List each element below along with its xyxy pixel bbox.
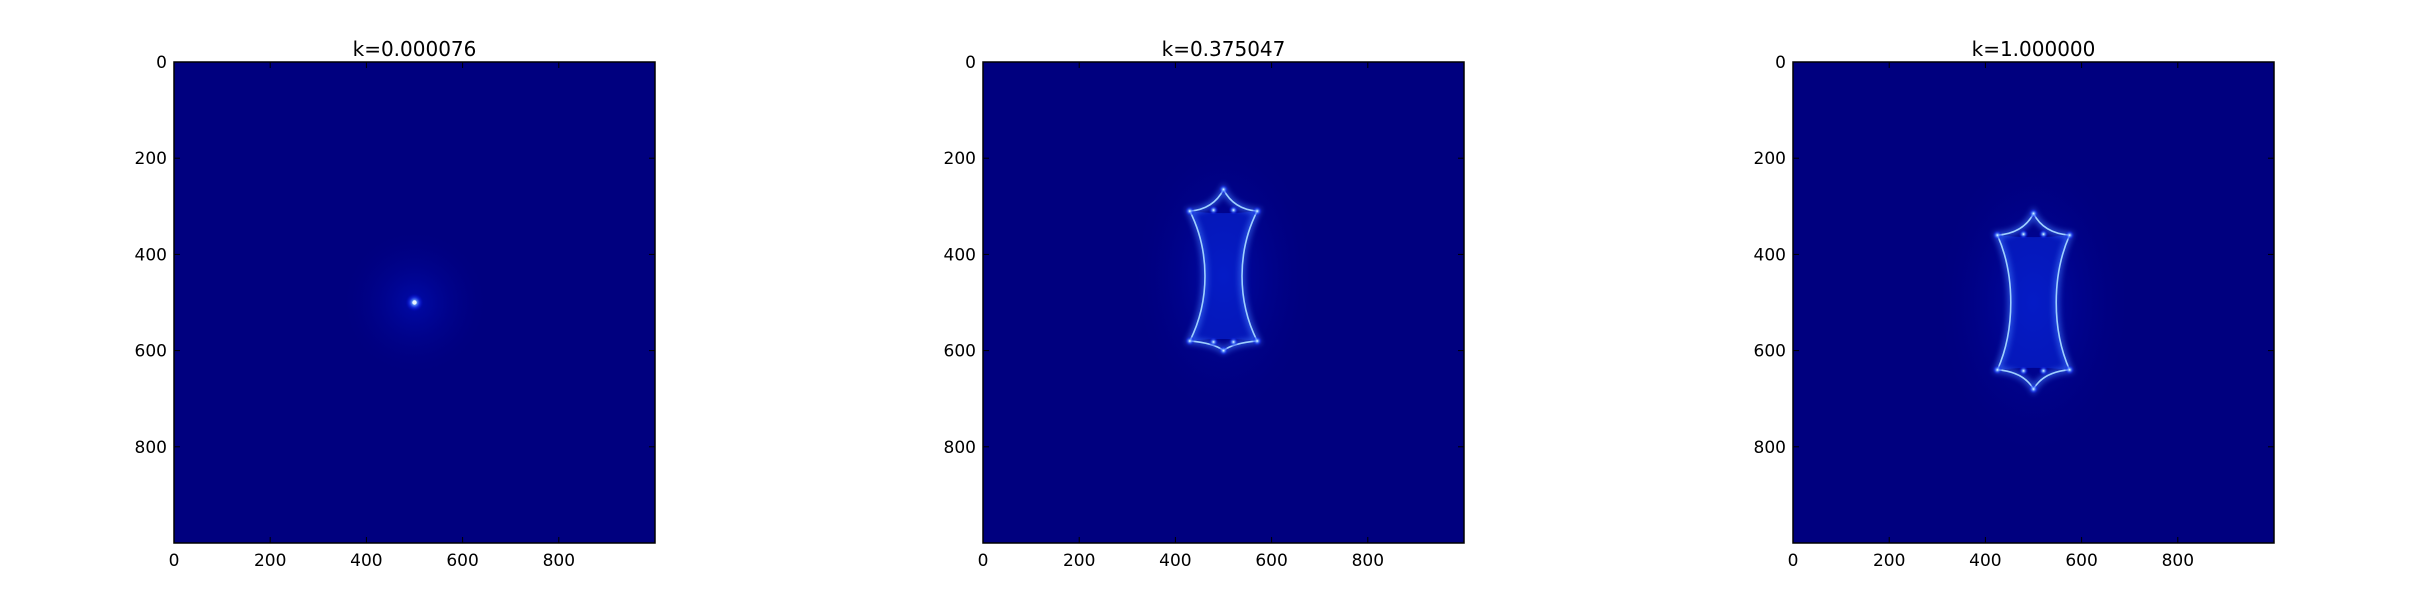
caustic-highlight [1992, 364, 2003, 375]
heatmap-image [1135, 139, 1312, 414]
caustic-highlight [2064, 230, 2075, 241]
caustic-highlight [2038, 365, 2049, 376]
heatmap-image [1939, 153, 2128, 452]
caustic-highlight [1228, 205, 1239, 216]
y-tick-label: 0 [156, 53, 167, 73]
x-tick-label: 800 [1352, 551, 1384, 571]
caustic-highlight [2028, 384, 2039, 395]
y-tick-label: 400 [135, 245, 167, 265]
x-tick-label: 400 [1969, 551, 2001, 571]
y-tick-label: 800 [1754, 438, 1786, 458]
x-tick-label: 600 [1255, 551, 1287, 571]
y-tick-label: 600 [944, 342, 976, 362]
caustic-highlight [2018, 365, 2029, 376]
axes-frame [173, 61, 656, 544]
x-tick-label: 400 [1159, 551, 1191, 571]
caustic-interior [1997, 235, 2070, 370]
panel-title: k=1.000000 [1972, 37, 2096, 61]
x-tick-label: 200 [254, 551, 286, 571]
x-tick-label: 800 [543, 551, 575, 571]
panel-3: 0 200 400 600 800 0 200 400 600 800 k=1.000000 [1754, 37, 2275, 571]
caustic-highlight [1184, 335, 1195, 346]
y-tick-label: 600 [135, 342, 167, 362]
y-tick-label: 200 [135, 149, 167, 169]
y-tick-label: 800 [135, 438, 167, 458]
caustic-highlight [1992, 230, 2003, 241]
axes-frame [1792, 61, 2275, 544]
x-tick-label: 600 [2065, 551, 2097, 571]
caustic-highlight [1218, 345, 1229, 356]
y-tick-label: 800 [944, 438, 976, 458]
x-tick-label: 0 [169, 551, 180, 571]
caustic-highlight [1218, 184, 1229, 195]
caustic-highlight [2038, 229, 2049, 240]
x-tick-label: 0 [978, 551, 989, 571]
heatmap-image [344, 232, 485, 373]
caustic-highlight [1252, 206, 1263, 217]
caustic-highlight [1208, 336, 1219, 347]
caustic-highlight [2018, 229, 2029, 240]
panel-1: 0 200 400 600 800 0 200 400 600 800 k=0.000076 [135, 37, 656, 571]
y-tick-label: 200 [1754, 149, 1786, 169]
x-tick-label: 400 [350, 551, 382, 571]
caustic-highlight [2064, 364, 2075, 375]
point-core [412, 300, 417, 305]
y-tick-label: 400 [944, 245, 976, 265]
caustic-highlight [2028, 208, 2039, 219]
y-tick-label: 0 [965, 53, 976, 73]
panel-title: k=0.000076 [353, 37, 477, 61]
panel-title: k=0.375047 [1162, 37, 1286, 61]
axes-frame [982, 61, 1465, 544]
y-tick-label: 200 [944, 149, 976, 169]
x-tick-label: 0 [1788, 551, 1799, 571]
y-tick-label: 600 [1754, 342, 1786, 362]
x-tick-label: 800 [2162, 551, 2194, 571]
x-tick-label: 200 [1873, 551, 1905, 571]
caustic-highlight [1228, 336, 1239, 347]
panel-2: 0 200 400 600 800 0 200 400 600 800 k=0.375047 [944, 37, 1465, 571]
y-tick-label: 400 [1754, 245, 1786, 265]
x-tick-label: 600 [446, 551, 478, 571]
x-tick-label: 200 [1063, 551, 1095, 571]
caustic-highlight [1184, 206, 1195, 217]
caustic-highlight [1208, 205, 1219, 216]
caustic-highlight [1252, 335, 1263, 346]
caustic-interior [1189, 211, 1258, 341]
y-tick-label: 0 [1775, 53, 1786, 73]
